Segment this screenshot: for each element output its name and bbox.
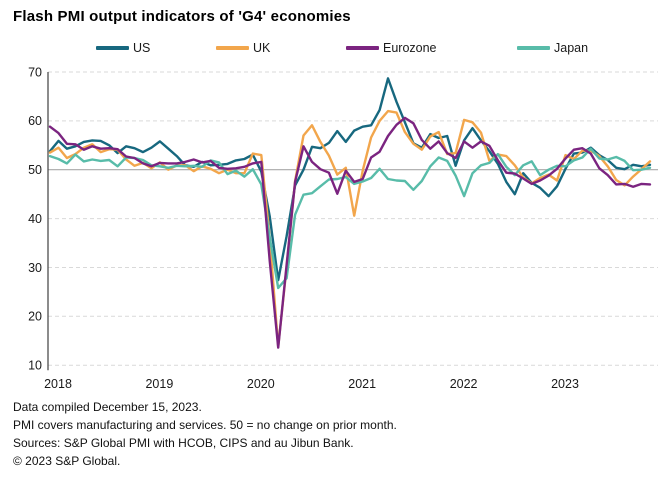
x-tick-label: 2021	[348, 377, 376, 391]
y-tick-label: 50	[28, 163, 42, 177]
y-tick-label: 10	[28, 359, 42, 373]
chart-title: Flash PMI output indicators of 'G4' econ…	[13, 8, 351, 25]
x-tick-label: 2018	[44, 377, 72, 391]
x-tick-label: 2022	[450, 377, 478, 391]
footnote-data-compiled: Data compiled December 15, 2023.	[13, 400, 202, 414]
legend-swatch-eurozone-icon	[346, 46, 379, 50]
footnote-copyright: © 2023 S&P Global.	[13, 454, 121, 468]
x-tick-label: 2020	[247, 377, 275, 391]
legend-label-us: US	[133, 41, 151, 55]
y-tick-label: 70	[28, 65, 42, 79]
series-line-eurozone	[48, 116, 652, 349]
legend-item-us: US	[96, 40, 150, 56]
footnote-sources: Sources: S&P Global PMI with HCOB, CIPS …	[13, 436, 354, 450]
series-line-us	[48, 77, 652, 282]
legend-label-japan: Japan	[554, 41, 589, 55]
footnote-pmi-coverage: PMI covers manufacturing and services. 5…	[13, 418, 397, 432]
series-line-japan	[48, 147, 652, 290]
legend: US UK Eurozone Japan	[0, 0, 669, 60]
y-tick-label: 20	[28, 310, 42, 324]
y-tick-label: 40	[28, 212, 42, 226]
legend-label-uk: UK	[253, 41, 271, 55]
x-tick-label: 2019	[145, 377, 173, 391]
x-tick-label: 2023	[551, 377, 579, 391]
legend-swatch-japan-icon	[517, 46, 550, 50]
legend-item-uk: UK	[216, 40, 270, 56]
legend-label-eurozone: Eurozone	[383, 41, 437, 55]
y-tick-label: 60	[28, 114, 42, 128]
legend-item-japan: Japan	[517, 40, 588, 56]
series-line-uk	[48, 109, 652, 348]
legend-swatch-uk-icon	[216, 46, 249, 50]
legend-item-eurozone: Eurozone	[346, 40, 437, 56]
y-tick-label: 30	[28, 261, 42, 275]
legend-swatch-us-icon	[96, 46, 129, 50]
